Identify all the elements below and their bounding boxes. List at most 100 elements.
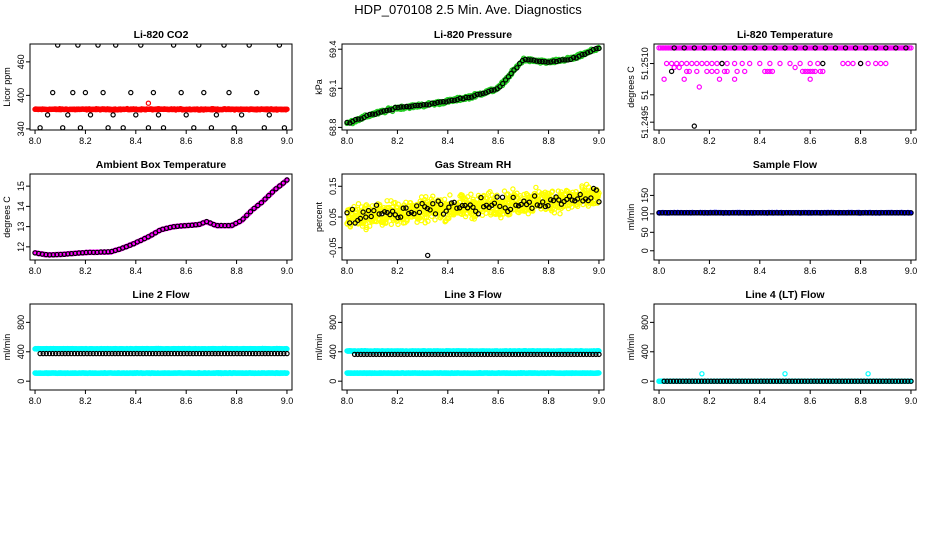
data-point-mid-magenta — [845, 60, 851, 67]
data-point-top-black — [852, 45, 859, 51]
x-tick-label: 8.4 — [442, 136, 455, 146]
data-point-points — [662, 210, 669, 216]
data-point-points — [505, 74, 512, 80]
data-point-points — [564, 196, 570, 203]
data-point-points — [191, 125, 197, 130]
data-point-points — [397, 214, 404, 220]
plot-frame — [29, 303, 293, 391]
data-point-points — [593, 187, 600, 193]
data-point-low-magenta — [684, 68, 690, 75]
data-point-points — [266, 192, 272, 199]
x-tick-label: 8.6 — [804, 136, 817, 146]
data-point-mid-magenta — [757, 60, 763, 67]
data-point-top-black — [742, 45, 748, 51]
data-point-top-black — [782, 45, 788, 51]
data-point-points — [46, 350, 53, 357]
data-point-points — [124, 350, 131, 357]
data-point-points — [65, 112, 71, 118]
data-point-low-magenta — [721, 68, 728, 75]
data-point-points — [416, 209, 423, 216]
data-point-points — [463, 94, 469, 101]
data-point-points — [162, 350, 168, 357]
data-point-points — [723, 210, 729, 216]
data-point-top-black — [893, 45, 899, 51]
data-point-points — [847, 210, 854, 216]
data-point-points — [262, 350, 268, 357]
data-point-mid-magenta — [739, 60, 745, 67]
data-point-points — [454, 205, 460, 211]
data-point-points — [440, 98, 446, 105]
x-tick-label: 8.2 — [703, 136, 716, 146]
data-point-points — [531, 193, 538, 199]
data-point-points — [381, 209, 388, 215]
y-tick-label: 340 — [16, 121, 26, 136]
data-point-points — [199, 350, 206, 357]
data-point-points — [882, 210, 889, 216]
data-point-low-magenta-2 — [807, 76, 813, 82]
data-point-top-black — [832, 45, 839, 51]
data-point-low-magenta — [812, 68, 818, 75]
data-point-mid-magenta — [689, 60, 695, 67]
y-axis-label: ml/min — [2, 334, 12, 361]
data-point-points — [376, 211, 382, 217]
data-point-top-black — [701, 45, 708, 51]
data-point-points — [49, 350, 56, 357]
data-point-points — [112, 350, 118, 357]
data-point-points — [478, 194, 484, 201]
data-point-points — [427, 207, 433, 213]
data-point-points — [106, 350, 112, 357]
data-point-points — [720, 210, 726, 216]
data-point-points — [252, 350, 259, 357]
figure-title: HDP_070108 2.5 Min. Ave. Diagnostics — [354, 2, 582, 17]
data-point-points — [37, 350, 43, 357]
data-point-points — [243, 350, 249, 357]
data-point-top-black — [822, 45, 829, 51]
data-point-points — [261, 125, 267, 130]
data-points — [656, 209, 914, 216]
data-point-points — [265, 350, 271, 357]
y-tick-label: 0 — [640, 248, 650, 253]
data-point-points — [481, 203, 487, 210]
data-point-points — [181, 350, 187, 357]
x-tick-label: 8.4 — [130, 396, 143, 406]
data-point-points — [857, 210, 863, 216]
data-point-points — [280, 180, 286, 186]
data-point-points — [590, 46, 597, 53]
data-point-points — [435, 198, 441, 204]
data-point-points — [828, 210, 834, 216]
data-point-points — [412, 102, 418, 109]
data-point-points — [451, 97, 458, 104]
data-point-points — [415, 102, 421, 109]
y-tick-label: 0 — [16, 379, 26, 384]
data-point-dense — [395, 201, 401, 207]
data-point-points — [55, 44, 61, 48]
data-point-points — [360, 209, 366, 215]
y-tick-label: 400 — [16, 88, 26, 103]
data-point-points — [59, 350, 65, 357]
data-point-points — [537, 203, 543, 209]
data-point-mid-magenta — [699, 60, 705, 67]
data-point-dense — [432, 217, 438, 223]
data-point-points — [500, 80, 506, 87]
data-point-points — [372, 111, 378, 117]
data-point-points — [491, 200, 498, 206]
data-point-points — [109, 350, 115, 357]
x-tick-label: 8.0 — [653, 136, 666, 146]
data-point-points — [384, 107, 390, 114]
data-point-points — [777, 210, 783, 216]
data-point-top-black — [873, 45, 879, 51]
data-point-points — [780, 210, 787, 216]
data-point-points — [278, 350, 284, 357]
x-tick-label: 8.0 — [29, 396, 42, 406]
y-tick-label: 15 — [16, 181, 26, 191]
data-point-points — [102, 350, 109, 357]
data-point-points — [713, 210, 720, 216]
data-point-points — [244, 212, 250, 218]
data-point-mid-magenta — [883, 60, 889, 67]
y-tick-label: 50 — [640, 227, 650, 237]
data-point-points — [273, 186, 279, 192]
data-point-points — [534, 202, 541, 208]
data-point-points — [127, 350, 134, 357]
